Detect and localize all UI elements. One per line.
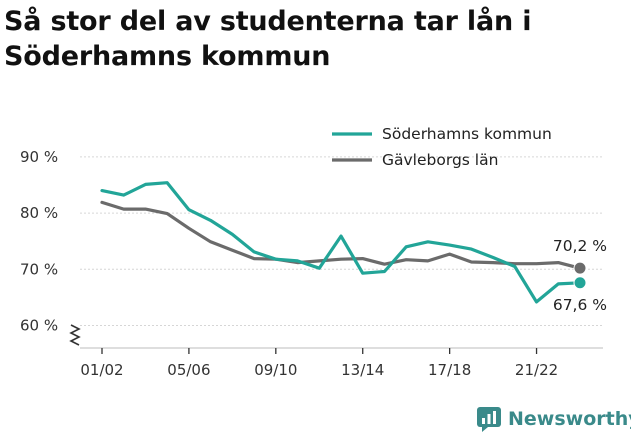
end-value-label: 67,6 % [553,296,607,314]
chart-title: Så stor del av studenterna tar lån i Söd… [4,6,532,72]
series-line [100,200,582,270]
legend-label: Söderhamns kommun [382,125,552,143]
x-tick-label: 17/18 [428,361,471,379]
x-tick-label: 13/14 [341,361,384,379]
y-tick-label: 90 % [20,148,58,166]
brand-name: Newsworthy [508,408,631,430]
series-end-marker [573,276,587,290]
series-line [100,181,582,304]
y-tick-label: 80 % [20,204,58,222]
y-tick-label: 60 % [20,317,58,335]
x-tick-label: 21/22 [515,361,558,379]
x-tick-label: 01/02 [80,361,123,379]
axis-break-icon [69,324,81,346]
legend-label: Gävleborgs län [382,151,498,169]
newsworthy-logo-icon [477,407,501,432]
brand-logo: Newsworthy [476,406,631,432]
y-tick-label: 70 % [20,260,58,278]
end-value-label: 70,2 % [553,237,607,255]
x-tick-label: 05/06 [167,361,210,379]
series-end-marker [573,261,587,275]
x-tick-label: 09/10 [254,361,297,379]
